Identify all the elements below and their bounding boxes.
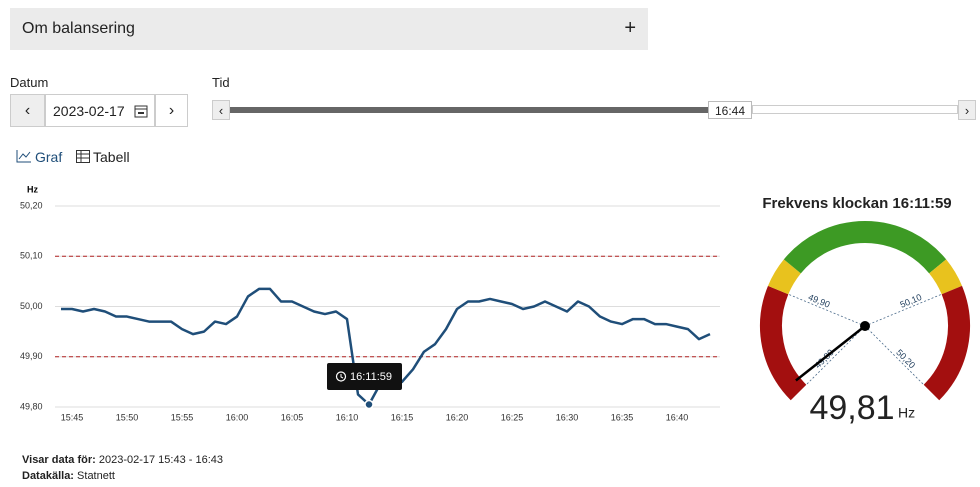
- y-tick-label: 50,10: [20, 251, 43, 261]
- tab-graph[interactable]: Graf: [35, 149, 63, 165]
- slider-track: [752, 105, 958, 114]
- tab-table[interactable]: Tabell: [93, 149, 130, 165]
- gauge-band: [928, 259, 963, 295]
- expand-icon[interactable]: +: [624, 17, 636, 39]
- y-tick-label: 50,20: [20, 200, 43, 210]
- date-value: 2023-02-17: [53, 103, 125, 119]
- footer-value: 2023-02-17 15:43 - 16:43: [98, 454, 223, 466]
- gauge-title: Frekvens klockan 16:11:59: [762, 195, 951, 212]
- gauge-band: [760, 285, 807, 401]
- clock-icon: [335, 371, 347, 382]
- gauge-band: [783, 221, 947, 274]
- gauge-tick: [806, 325, 866, 385]
- x-tick-label: 15:55: [171, 412, 194, 422]
- tooltip: [327, 363, 402, 390]
- footer-label: Visar data för:: [22, 454, 96, 466]
- graph-icon: [16, 150, 31, 163]
- x-tick-label: 16:00: [226, 412, 249, 422]
- x-tick-label: 16:25: [501, 412, 524, 422]
- date-input[interactable]: 2023-02-17: [45, 94, 155, 127]
- calendar-icon[interactable]: [134, 104, 148, 118]
- tooltip-text: 16:11:59: [350, 371, 392, 383]
- gauge-tick: [864, 325, 924, 385]
- time-label: Tid: [212, 75, 230, 90]
- slider-next[interactable]: ›: [958, 100, 976, 120]
- x-tick-label: 16:20: [446, 412, 469, 422]
- accordion-title: Om balansering: [22, 20, 135, 37]
- gauge-unit: Hz: [898, 405, 915, 421]
- x-tick-label: 16:05: [281, 412, 304, 422]
- slider-filled: [230, 107, 710, 113]
- gauge-band: [767, 259, 802, 295]
- x-tick-label: 15:50: [116, 412, 139, 422]
- gauge-band: [923, 285, 970, 401]
- footer-value: Statnett: [77, 470, 115, 482]
- gauge-tick: [864, 293, 942, 327]
- accordion-header[interactable]: Om balansering +: [10, 8, 648, 50]
- x-tick-label: 16:35: [611, 412, 634, 422]
- table-icon: [76, 150, 90, 163]
- next-date[interactable]: ›: [155, 94, 188, 127]
- y-axis-label: Hz: [27, 184, 38, 194]
- footer-label: Datakälla:: [22, 470, 74, 482]
- y-tick-label: 50,00: [20, 301, 43, 311]
- x-tick-label: 16:10: [336, 412, 359, 422]
- date-label: Datum: [10, 75, 49, 90]
- x-tick-label: 16:15: [391, 412, 414, 422]
- clock-icon: [340, 374, 344, 379]
- charts: Hz 49,80 49,90 50,00 50,10 50,20 15:45 15:50 15:…: [20, 184, 970, 427]
- footer: Visar data för: 2023-02-17 15:43 - 16:43…: [22, 452, 223, 484]
- y-tick-label: 49,90: [20, 351, 43, 361]
- hover-marker: [364, 399, 374, 410]
- x-tick-label: 16:40: [666, 412, 689, 422]
- x-tick-label: 16:30: [556, 412, 579, 422]
- y-tick-label: 49,80: [20, 401, 43, 411]
- prev-date[interactable]: ‹: [10, 94, 45, 127]
- slider-prev[interactable]: ‹: [212, 100, 230, 120]
- x-tick-label: 15:45: [61, 412, 84, 422]
- gauge-tick: [788, 293, 866, 327]
- gauge-value: 49,81: [809, 389, 894, 427]
- gauge-hub: [860, 321, 870, 331]
- gauge-needle: [795, 325, 866, 382]
- slider-thumb[interactable]: 16:44: [708, 101, 752, 119]
